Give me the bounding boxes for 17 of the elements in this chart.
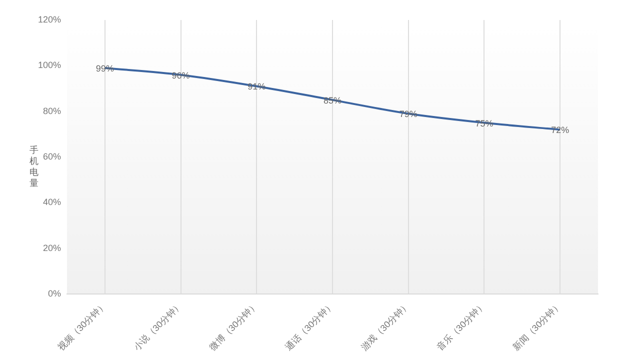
y-tick-label: 40%: [42, 197, 61, 208]
y-tick-label: 20%: [42, 242, 61, 253]
y-tick-label: 0%: [48, 288, 61, 299]
x-tick-label: 视频（30分钟）: [56, 300, 108, 352]
y-axis-title: 手机电量: [30, 145, 38, 188]
x-tick-label: 通话（30分钟）: [283, 300, 336, 352]
data-label: 99%: [96, 63, 114, 74]
y-tick-label: 60%: [42, 152, 61, 162]
y-tick-label: 120%: [38, 14, 61, 24]
data-label: 72%: [551, 125, 570, 136]
x-tick-label: 音乐（30分钟）: [435, 300, 488, 352]
x-tick-label: 新闻（30分钟）: [510, 300, 564, 352]
x-tick-label: 小说（30分钟）: [132, 300, 184, 352]
x-tick-label: 游戏（30分钟）: [359, 300, 412, 352]
y-tick-label: 80%: [42, 106, 61, 116]
y-tick-label: 100%: [38, 60, 61, 70]
x-tick-label: 微博（30分钟）: [207, 300, 260, 352]
